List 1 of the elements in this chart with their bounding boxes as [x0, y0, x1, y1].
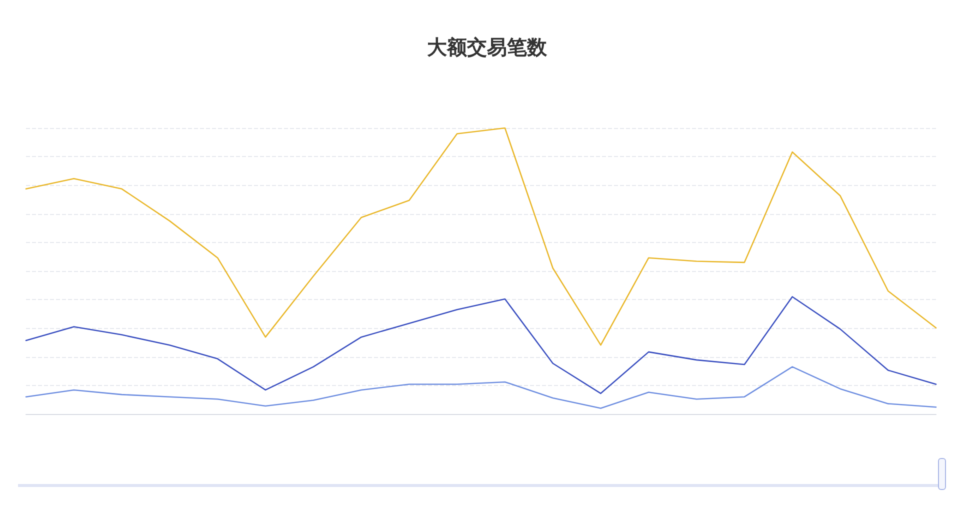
chart-title: 大额交易笔数 — [427, 35, 548, 59]
